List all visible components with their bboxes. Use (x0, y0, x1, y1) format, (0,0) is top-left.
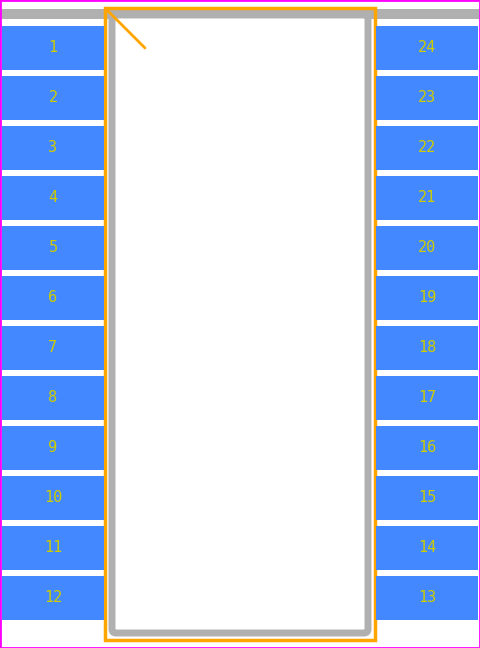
Text: 5: 5 (48, 240, 58, 255)
Text: 23: 23 (418, 91, 436, 106)
Bar (376, 526, 478, 570)
Text: 7: 7 (48, 340, 58, 356)
Bar (376, 376, 478, 420)
Bar (105, 8, 375, 640)
Text: 19: 19 (418, 290, 436, 305)
Text: 21: 21 (418, 191, 436, 205)
Bar (2, 576, 104, 620)
Bar (2, 326, 104, 370)
Text: 9: 9 (48, 441, 58, 456)
Text: 6: 6 (48, 290, 58, 305)
Bar (2, 426, 104, 470)
Bar (376, 126, 478, 170)
Bar (2, 176, 104, 220)
Bar (2, 126, 104, 170)
Bar (376, 276, 478, 320)
Bar (376, 326, 478, 370)
Bar (376, 576, 478, 620)
Bar (2, 376, 104, 420)
Bar (376, 26, 478, 70)
Bar (376, 476, 478, 520)
Bar (2, 76, 104, 120)
Text: 14: 14 (418, 540, 436, 555)
Text: 12: 12 (44, 590, 62, 605)
Text: 1: 1 (48, 40, 58, 56)
Bar (376, 426, 478, 470)
Bar (376, 176, 478, 220)
Text: 3: 3 (48, 141, 58, 156)
Bar (2, 226, 104, 270)
Text: 24: 24 (418, 40, 436, 56)
Bar (2, 276, 104, 320)
Text: 20: 20 (418, 240, 436, 255)
Text: 4: 4 (48, 191, 58, 205)
Text: 18: 18 (418, 340, 436, 356)
Bar (2, 476, 104, 520)
Text: 17: 17 (418, 391, 436, 406)
Text: 10: 10 (44, 491, 62, 505)
Bar (376, 76, 478, 120)
Text: 22: 22 (418, 141, 436, 156)
Text: 8: 8 (48, 391, 58, 406)
Bar (2, 526, 104, 570)
FancyBboxPatch shape (112, 15, 368, 633)
Bar (376, 226, 478, 270)
Text: 13: 13 (418, 590, 436, 605)
Bar (2, 26, 104, 70)
Bar (0, 9, 480, 19)
Text: 2: 2 (48, 91, 58, 106)
Text: 15: 15 (418, 491, 436, 505)
Text: 11: 11 (44, 540, 62, 555)
Text: 16: 16 (418, 441, 436, 456)
